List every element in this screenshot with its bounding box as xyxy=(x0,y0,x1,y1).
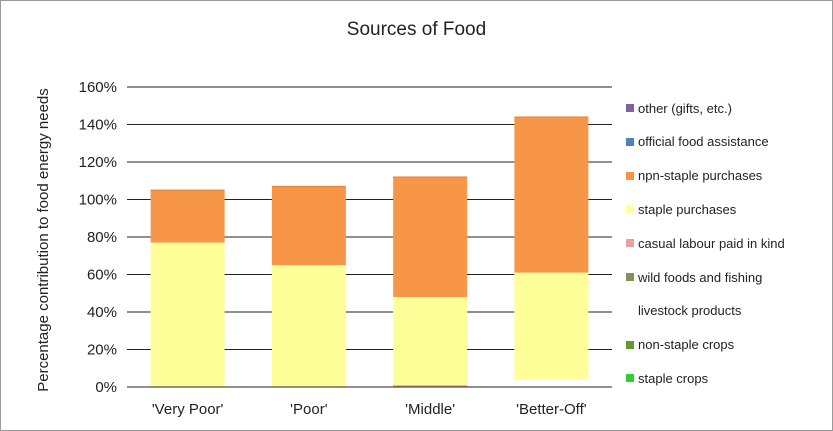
legend-swatch xyxy=(626,205,634,214)
legend-label: staple purchases xyxy=(638,201,737,217)
legend-swatch xyxy=(626,374,634,383)
x-category-label: 'Poor' xyxy=(290,401,328,418)
legend-item: other (gifts, etc.) xyxy=(626,100,732,116)
legend-label: staple crops xyxy=(638,370,709,386)
legend-label: livestock products xyxy=(638,303,742,319)
chart-title: Sources of Food xyxy=(346,19,487,40)
legend-item: official food assistance xyxy=(626,134,769,150)
bar-segment xyxy=(271,265,346,387)
bar-stack xyxy=(393,176,468,387)
legend-swatch xyxy=(626,273,634,281)
bar-segment xyxy=(514,117,589,273)
legend-label: casual labour paid in kind xyxy=(638,235,785,251)
y-tick-label: 100% xyxy=(79,192,117,209)
bars xyxy=(150,116,589,387)
legend-item: livestock products xyxy=(626,303,741,319)
legend-label: other (gifts, etc.) xyxy=(638,100,732,116)
y-axis-label: Percentage contribution to food energy n… xyxy=(35,88,52,392)
legend-label: wild foods and fishing xyxy=(638,269,763,285)
legend-item: staple purchases xyxy=(626,201,736,217)
y-axis-ticks: 0% 20% 40% 60% 80% 100% 120% 140% 160% xyxy=(79,79,117,396)
y-tick-label: 140% xyxy=(79,117,117,134)
bar-segment xyxy=(514,272,589,380)
legend-label: non-staple crops xyxy=(638,337,735,353)
bar-stack xyxy=(271,185,346,387)
y-tick-label: 0% xyxy=(95,379,117,396)
legend-label: official food assistance xyxy=(638,134,769,150)
legend-swatch xyxy=(626,171,634,180)
bar-segment xyxy=(150,190,225,243)
legend-swatch xyxy=(626,239,634,248)
bar-stack xyxy=(150,189,225,387)
legend-item: wild foods and fishing xyxy=(626,269,762,285)
bar-stack xyxy=(514,116,589,387)
bar-segment xyxy=(393,177,468,297)
x-axis-categories: 'Very Poor' 'Poor' 'Middle' 'Better-Off' xyxy=(152,401,587,418)
legend-swatch xyxy=(626,306,634,315)
y-tick-label: 40% xyxy=(87,304,117,321)
bar-segment xyxy=(393,385,468,387)
legend-label: npn-staple purchases xyxy=(638,168,763,184)
y-tick-label: 120% xyxy=(79,154,117,171)
bar-segment xyxy=(393,297,468,386)
legend-item: casual labour paid in kind xyxy=(626,235,785,251)
y-tick-label: 60% xyxy=(87,267,117,284)
x-category-label: 'Very Poor' xyxy=(152,401,224,418)
legend-item: non-staple crops xyxy=(626,337,734,353)
y-tick-label: 80% xyxy=(87,229,117,246)
bar-segment xyxy=(150,242,225,387)
legend-swatch xyxy=(626,104,634,112)
legend-swatch xyxy=(626,137,634,146)
y-tick-label: 20% xyxy=(87,342,117,359)
legend-swatch xyxy=(626,340,634,349)
x-category-label: 'Middle' xyxy=(405,401,455,418)
legend-item: npn-staple purchases xyxy=(626,168,762,184)
bar-segment xyxy=(271,186,346,266)
legend-item: staple crops xyxy=(626,370,708,386)
y-tick-label: 160% xyxy=(79,79,117,96)
x-category-label: 'Better-Off' xyxy=(516,401,587,418)
bar-segment xyxy=(514,379,589,387)
